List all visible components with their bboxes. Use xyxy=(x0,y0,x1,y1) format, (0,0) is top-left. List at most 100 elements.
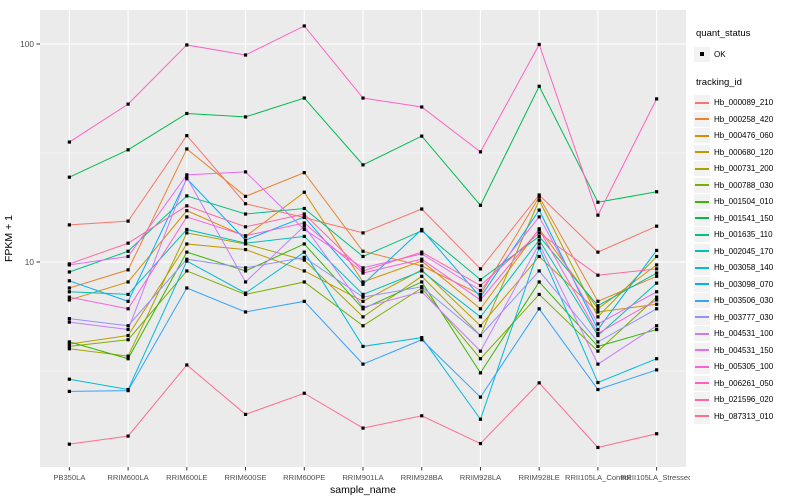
data-point xyxy=(243,194,248,198)
data-point xyxy=(655,274,659,278)
data-point xyxy=(302,391,306,395)
data-point xyxy=(67,286,71,290)
x-tick-label: RRIM600LA xyxy=(107,473,149,482)
x-tick-label: RRII105LA_Stressed xyxy=(621,473,690,482)
data-point xyxy=(596,445,600,450)
legend-item-label: Hb_000680_120 xyxy=(714,147,774,157)
data-point xyxy=(302,224,306,228)
data-point xyxy=(67,295,71,299)
line-key-icon xyxy=(694,111,710,127)
legend-item-Hb_001504_010: Hb_001504_010 xyxy=(694,194,800,211)
data-point xyxy=(185,194,189,198)
legend-quant-status: quant_status OK xyxy=(690,28,800,63)
data-point xyxy=(478,283,483,288)
data-point xyxy=(243,310,248,314)
data-point xyxy=(420,134,424,138)
data-point xyxy=(185,250,189,254)
y-tick-label: 10 xyxy=(25,257,35,267)
data-point xyxy=(420,264,424,268)
data-point xyxy=(67,320,71,324)
data-point xyxy=(302,171,306,175)
data-point xyxy=(185,231,189,235)
data-point xyxy=(243,291,248,295)
data-point xyxy=(185,134,189,138)
legend-item-Hb_003506_030: Hb_003506_030 xyxy=(694,293,800,310)
data-point xyxy=(67,279,71,283)
data-point xyxy=(302,234,306,239)
data-point xyxy=(655,271,659,275)
data-point xyxy=(596,331,600,336)
data-point xyxy=(126,307,130,311)
line-key-icon xyxy=(694,260,710,276)
legend-item-Hb_000258_420: Hb_000258_420 xyxy=(694,111,800,128)
data-point xyxy=(361,254,365,259)
data-point xyxy=(420,269,424,273)
line-key-icon xyxy=(694,128,710,144)
legend-item-label: Hb_000258_420 xyxy=(714,114,774,124)
data-point xyxy=(420,414,424,418)
data-point xyxy=(126,333,130,338)
legend-item-Hb_003777_030: Hb_003777_030 xyxy=(694,309,800,326)
data-point xyxy=(67,223,71,227)
data-point xyxy=(126,338,130,342)
data-point xyxy=(185,173,189,177)
data-point xyxy=(655,302,659,306)
data-point xyxy=(126,241,130,245)
data-point xyxy=(420,290,424,294)
legend-item-label: Hb_000089_210 xyxy=(714,98,774,108)
data-point xyxy=(126,280,130,284)
data-point xyxy=(361,266,365,270)
data-point xyxy=(537,254,541,259)
data-point xyxy=(478,278,483,282)
data-point xyxy=(126,324,130,328)
data-point xyxy=(185,363,189,367)
data-point xyxy=(596,362,600,366)
data-point xyxy=(243,238,248,242)
legend-item-Hb_001541_150: Hb_001541_150 xyxy=(694,210,800,227)
legend-title-quant-status: quant_status xyxy=(696,28,751,39)
x-axis-title: sample_name xyxy=(330,484,396,496)
data-point xyxy=(655,254,659,259)
legend-tracking-id: tracking_id Hb_000089_210 Hb_000258_420 Hb… xyxy=(690,77,800,425)
legend-item-Hb_021596_020: Hb_021596_020 xyxy=(694,392,800,409)
data-point xyxy=(478,288,483,293)
line-key-icon xyxy=(694,95,710,111)
data-point xyxy=(361,282,365,286)
data-point xyxy=(596,387,600,392)
data-point xyxy=(420,280,424,284)
legend-item-label: Hb_003506_030 xyxy=(714,296,774,306)
data-point xyxy=(361,269,365,273)
x-tick-label: RRIM600PE xyxy=(283,473,325,482)
data-point xyxy=(185,209,189,213)
legend-item-ok: OK xyxy=(694,46,800,63)
legend: quant_status OK tracking_id Hb_000089_21… xyxy=(690,0,800,500)
data-point xyxy=(596,200,600,204)
legend-item-label: Hb_003777_030 xyxy=(714,312,774,322)
data-point xyxy=(478,357,483,361)
data-point xyxy=(302,299,306,303)
data-point xyxy=(302,258,306,262)
data-point xyxy=(302,242,306,246)
data-point xyxy=(596,250,600,254)
line-key-icon xyxy=(694,359,710,375)
legend-item-label: Hb_001635_110 xyxy=(714,230,773,240)
data-point xyxy=(596,322,600,326)
data-point xyxy=(478,267,483,271)
data-point xyxy=(361,315,365,319)
legend-item-Hb_000731_200: Hb_000731_200 xyxy=(694,161,800,178)
data-point xyxy=(596,344,600,349)
data-point xyxy=(478,150,483,154)
data-point xyxy=(655,97,659,101)
line-key-icon xyxy=(694,144,710,160)
data-point xyxy=(537,42,541,47)
data-point xyxy=(302,190,306,194)
data-point xyxy=(126,299,130,303)
data-point xyxy=(243,212,248,216)
data-point xyxy=(655,295,659,299)
data-point xyxy=(243,412,248,416)
legend-item-Hb_002045_170: Hb_002045_170 xyxy=(694,243,800,260)
data-point xyxy=(67,340,71,344)
data-point xyxy=(420,250,424,254)
data-point xyxy=(243,280,248,284)
data-point xyxy=(243,202,248,206)
